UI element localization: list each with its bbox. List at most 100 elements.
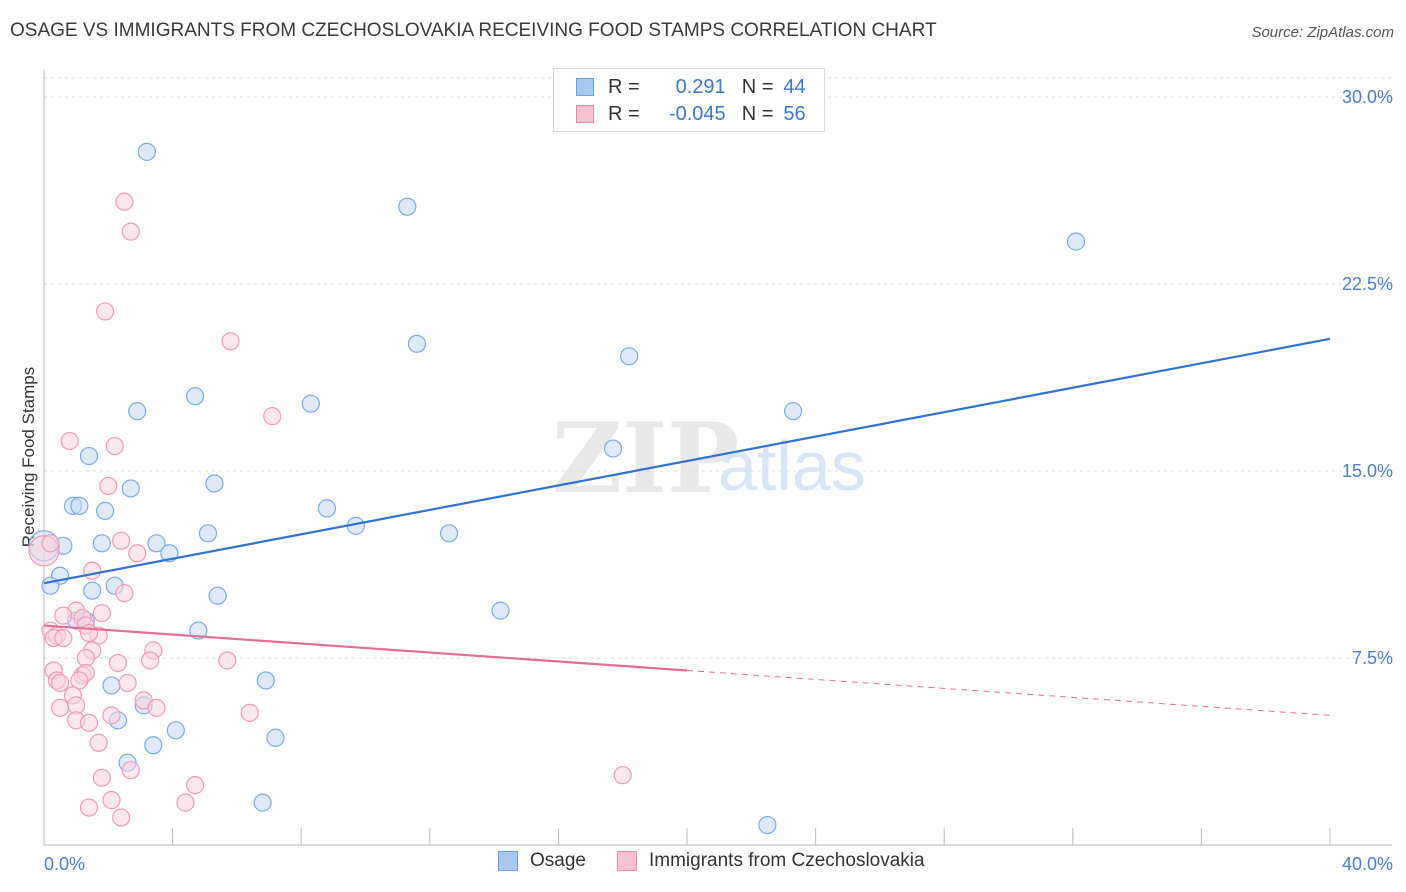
y-tick-label: 22.5% (1342, 274, 1393, 294)
osage-point (603, 439, 623, 458)
series-legend-czechoslovakia[interactable]: Immigrants from Czechoslovakia (617, 850, 925, 872)
legend-row-osage: R = 0.291 N = 44 (576, 74, 806, 100)
series-swatch-czechoslovakia (617, 851, 637, 871)
osage-point (491, 601, 510, 620)
y-tick-labels: 7.5% 15.0% 22.5% 30.0% (1342, 87, 1393, 668)
czechoslovakia-point (83, 561, 102, 580)
czechoslovakia-point (108, 653, 128, 673)
osage-point (205, 474, 224, 493)
osage-point (79, 446, 99, 466)
czechoslovakia-point (79, 623, 99, 643)
series-legend: Osage Immigrants from Czechoslovakia (0, 850, 1406, 880)
czechoslovakia-point (41, 534, 60, 553)
osage-point (266, 728, 285, 747)
czechoslovakia-point (128, 544, 147, 563)
y-tick-label: 30.0% (1342, 87, 1393, 107)
czechoslovakia-point (112, 531, 131, 550)
osage-point (208, 586, 227, 605)
osage-point (102, 676, 121, 695)
czechoslovakia-point (218, 651, 237, 670)
osage-trend-line (43, 337, 1331, 585)
osage-point (166, 721, 185, 740)
x-ticks (43, 828, 1331, 845)
czechoslovakia-point (50, 698, 70, 717)
czechoslovakia-point (240, 703, 259, 722)
czechoslovakia-point (95, 302, 115, 321)
legend-swatch-czechoslovakia (576, 105, 594, 123)
czechoslovakia-point (105, 436, 124, 456)
osage-point (128, 402, 147, 421)
czechoslovakia-point (79, 713, 99, 732)
czechoslovakia-point (70, 671, 89, 690)
osage-point (92, 534, 111, 553)
legend-r-label: R = (608, 102, 640, 125)
y-axis-title: Receiving Food Stamps (19, 367, 38, 547)
czechoslovakia-point (263, 407, 282, 426)
czechoslovakia-point (102, 706, 121, 725)
watermark-atlas: atlas (718, 427, 866, 505)
series-label-czechoslovakia: Immigrants from Czechoslovakia (649, 850, 925, 871)
czechoslovakia-point (54, 628, 73, 648)
czechoslovakia-point (79, 798, 99, 817)
legend-row-czechoslovakia: R = -0.045 N = 56 (576, 101, 806, 127)
czechoslovakia-point (92, 604, 111, 623)
osage-point (301, 394, 320, 413)
czechoslovakia-point (54, 606, 73, 625)
x-tick-labels: 0.0% 40.0% (44, 854, 1393, 874)
legend-n-value: 56 (783, 102, 806, 125)
x-tick-label-min: 0.0% (44, 854, 85, 874)
data-points (28, 142, 1086, 835)
czechoslovakia-point (140, 651, 160, 670)
czechoslovakia-point (186, 776, 205, 795)
osage-point (189, 621, 208, 640)
czechoslovakia-point (121, 761, 140, 780)
osage-point (758, 815, 777, 835)
czechoslovakia-trend-extension (686, 669, 1331, 716)
czechoslovakia-point (60, 431, 79, 451)
osage-point (407, 334, 427, 353)
osage-point (137, 142, 156, 161)
gridlines (44, 77, 1392, 659)
x-tick-label-max: 40.0% (1342, 854, 1393, 874)
legend-r-value: 0.291 (675, 75, 726, 98)
czechoslovakia-point (147, 698, 166, 717)
czechoslovakia-point (50, 673, 70, 693)
osage-point (83, 581, 102, 600)
legend-n-value: 44 (783, 75, 806, 98)
czechoslovakia-point (92, 768, 111, 787)
osage-point (253, 793, 272, 812)
series-legend-osage[interactable]: Osage (498, 850, 586, 872)
czechoslovakia-point (115, 192, 134, 211)
osage-point (147, 534, 166, 553)
osage-point (398, 197, 417, 216)
correlation-legend: R = 0.291 N = 44 R = -0.045 N = 56 (553, 68, 825, 132)
legend-n-label: N = (741, 102, 774, 125)
y-tick-label: 15.0% (1342, 461, 1393, 481)
czechoslovakia-point (99, 476, 118, 496)
osage-point (439, 524, 459, 543)
czechoslovakia-point (102, 791, 121, 810)
czechoslovakia-point (613, 766, 632, 785)
osage-point (121, 479, 140, 498)
osage-point (256, 671, 275, 690)
czechoslovakia-point (118, 673, 137, 693)
czechoslovakia-point (89, 733, 108, 752)
chart-title: OSAGE VS IMMIGRANTS FROM CZECHOSLOVAKIA … (10, 20, 937, 41)
y-tick-label: 7.5% (1352, 648, 1393, 668)
legend-swatch-osage (576, 78, 594, 96)
osage-point (1066, 232, 1086, 251)
watermark-zip: ZIP (552, 402, 739, 515)
czechoslovakia-point (112, 808, 131, 827)
legend-r-label: R = (608, 75, 640, 98)
trend-lines (43, 337, 1331, 716)
osage-point (186, 387, 205, 406)
osage-point (144, 736, 163, 755)
legend-n-label: N = (741, 75, 774, 98)
source-label: Source: ZipAtlas.com (1251, 24, 1394, 41)
czechoslovakia-point (176, 793, 195, 812)
czechoslovakia-point (221, 332, 240, 351)
osage-point (70, 496, 89, 516)
czechoslovakia-point (121, 222, 140, 241)
legend-r-value: -0.045 (668, 102, 726, 125)
